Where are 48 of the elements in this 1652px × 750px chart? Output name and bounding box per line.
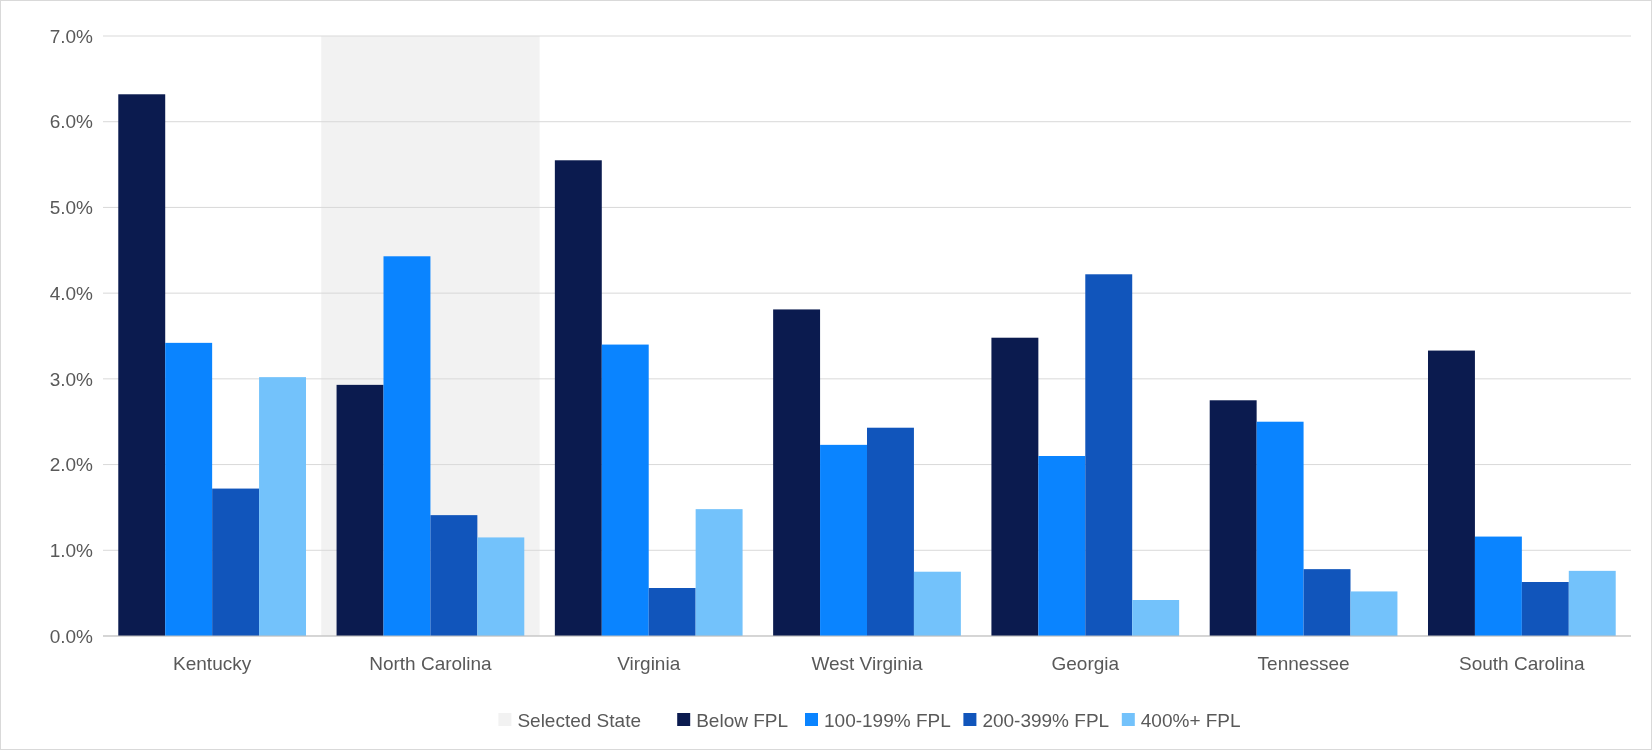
bar — [554, 160, 602, 636]
bar — [648, 588, 696, 636]
bar — [1038, 456, 1086, 636]
bar — [913, 571, 961, 636]
legend-label: 100-199% FPL — [824, 709, 951, 731]
bar — [118, 94, 166, 636]
bar — [601, 344, 649, 636]
x-tick-label: Kentucky — [173, 653, 252, 674]
y-tick-label: 7.0% — [49, 25, 94, 47]
bar — [867, 427, 914, 636]
y-tick-label: 0.0% — [49, 625, 94, 647]
y-tick-label: 5.0% — [49, 197, 94, 219]
bar — [212, 488, 260, 636]
bar — [1085, 274, 1133, 636]
bar — [1474, 536, 1522, 636]
bar — [430, 515, 478, 636]
bar — [1427, 350, 1475, 636]
y-tick-label: 6.0% — [49, 111, 94, 133]
bar — [259, 377, 307, 636]
y-tick-label: 4.0% — [49, 282, 94, 304]
bar — [1256, 421, 1304, 636]
bar — [773, 309, 821, 636]
bar — [695, 509, 743, 636]
bar — [991, 337, 1039, 636]
y-tick-label: 1.0% — [49, 539, 94, 561]
x-tick-label: North Carolina — [369, 653, 493, 674]
bar — [820, 444, 867, 636]
x-tick-label: South Carolina — [1459, 653, 1586, 674]
bar — [1132, 600, 1180, 636]
x-tick-label: Tennessee — [1257, 653, 1350, 674]
x-tick-label: Virginia — [617, 653, 681, 674]
bar — [165, 342, 213, 636]
bar — [1209, 400, 1257, 636]
bar — [477, 537, 525, 636]
legend-label: 200-399% FPL — [982, 709, 1110, 731]
bar — [1521, 582, 1569, 636]
x-tick-label: West Virginia — [811, 653, 924, 674]
legend-label: Below FPL — [696, 709, 789, 731]
legend-label: Selected State — [517, 709, 641, 731]
x-tick-label: Georgia — [1051, 653, 1120, 674]
bar — [1350, 591, 1398, 636]
y-tick-label: 3.0% — [49, 368, 94, 390]
legend-label: 400%+ FPL — [1140, 709, 1241, 731]
bar — [1303, 569, 1351, 636]
y-tick-label: 2.0% — [49, 454, 94, 476]
bar — [336, 384, 384, 636]
bar — [383, 256, 431, 636]
bar — [1568, 570, 1616, 636]
